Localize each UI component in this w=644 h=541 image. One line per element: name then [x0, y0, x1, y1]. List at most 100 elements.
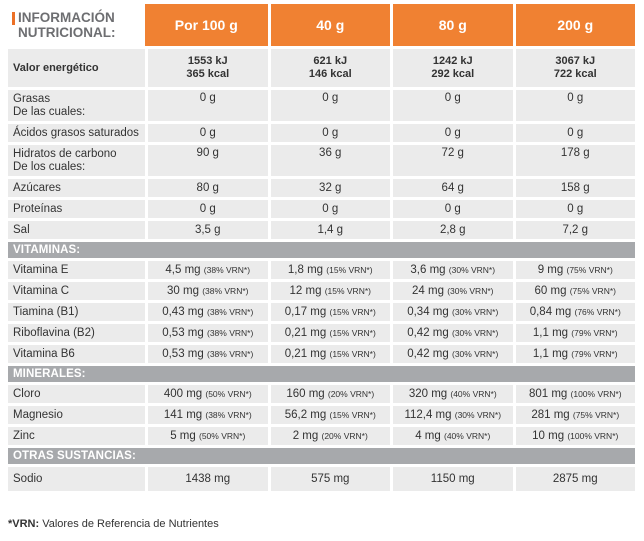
energy-kj: 3067 kJ [555, 55, 596, 67]
table-row: Vitamina C 30 mg (38% VRN*) 12 mg (15% VRN… [8, 279, 635, 300]
row-label: Grasas De las cuales: [8, 87, 145, 121]
amount: 1,8 mg [287, 263, 324, 276]
row-label-line: Sal [13, 223, 30, 236]
nutrition-table: INFORMACIÓN NUTRICIONAL: Por 100 g 40 g 8… [8, 4, 635, 491]
row-label: Vitamina B6 [8, 342, 145, 363]
amount: 0,42 mg [407, 347, 449, 360]
title-accent-bar [12, 12, 15, 25]
row-label: Sodio [8, 464, 145, 491]
row-label-line: Azúcares [13, 181, 61, 194]
table-row: Sal 3,5 g 1,4 g 2,8 g 7,2 g [8, 218, 635, 239]
amount: 1,1 mg [532, 326, 569, 339]
row-label: Riboflavina (B2) [8, 321, 145, 342]
vrn-percent: (75% VRN*) [569, 285, 616, 296]
value-cell: 32 g [267, 176, 390, 197]
vrn-percent: (50% VRN*) [205, 388, 252, 399]
amount: 24 mg [412, 284, 444, 297]
amount: 160 mg [286, 387, 325, 400]
amount: 56,2 mg [284, 408, 327, 421]
row-label-line: Hidratos de carbono [13, 147, 117, 160]
table-row: Riboflavina (B2) 0,53 mg (38% VRN*) 0,21 m… [8, 321, 635, 342]
energy-kcal: 292 kcal [431, 68, 475, 80]
vrn-percent: (30% VRN*) [451, 327, 499, 338]
value-cell: 0 g [267, 197, 390, 218]
footnote-key: *VRN: [8, 518, 40, 530]
value-cell: 30 mg (38% VRN*) [145, 279, 268, 300]
amount: 801 mg [528, 387, 568, 400]
value-cell: 80 g [145, 176, 268, 197]
value-cell: 0 g [145, 87, 268, 121]
vrn-percent: (40% VRN*) [450, 388, 497, 399]
vrn-percent: (50% VRN*) [198, 430, 246, 441]
amount: 0,43 mg [162, 305, 204, 318]
row-label-line: Ácidos grasos saturados [13, 126, 139, 139]
vrn-percent: (38% VRN*) [206, 306, 254, 317]
section-others: OTRAS SUSTANCIAS: [8, 445, 635, 464]
amount: 60 mg [534, 284, 567, 297]
value-cell: 1438 mg [145, 464, 268, 491]
value-cell: 12 mg (15% VRN*) [267, 279, 390, 300]
amount: 4,5 mg [165, 263, 201, 276]
amount: 10 mg [532, 429, 565, 442]
value-cell: 7,2 g [512, 218, 635, 239]
value-cell: 2875 mg [512, 464, 635, 491]
value-cell: 0 g [145, 121, 268, 142]
table-row: Hidratos de carbono De los cuales: 90 g 36 … [8, 142, 635, 176]
energy-kcal: 722 kcal [553, 68, 597, 80]
section-vitamins: VITAMINAS: [8, 239, 635, 258]
title-line-1: INFORMACIÓN [18, 10, 115, 25]
value-cell: 0,21 mg (15% VRN*) [267, 342, 390, 363]
amount: 5 mg [170, 429, 196, 442]
amount: 0,42 mg [407, 326, 449, 339]
value-cell: 10 mg (100% VRN*) [512, 424, 635, 445]
value-cell: 24 mg (30% VRN*) [390, 279, 513, 300]
energy-kj: 1553 kJ [187, 55, 228, 67]
row-label: Hidratos de carbono De los cuales: [8, 142, 145, 176]
value-cell: 0 g [390, 121, 513, 142]
table-row: Cloro 400 mg (50% VRN*) 160 mg (20% VRN*) 3… [8, 382, 635, 403]
value-cell: 0,21 mg (15% VRN*) [267, 321, 390, 342]
vrn-percent: (38% VRN*) [206, 348, 254, 359]
vrn-percent: (76% VRN*) [574, 306, 621, 317]
vrn-percent: (15% VRN*) [326, 264, 373, 275]
value-cell: 0 g [145, 197, 268, 218]
table-row: Tiamina (B1) 0,43 mg (38% VRN*) 0,17 mg (1… [8, 300, 635, 321]
row-label-line: De las cuales: [13, 105, 86, 118]
vrn-percent: (100% VRN*) [567, 430, 619, 441]
value-cell: 0,43 mg (38% VRN*) [145, 300, 268, 321]
value-cell: 2,8 g [390, 218, 513, 239]
value-cell: 4 mg (40% VRN*) [390, 424, 513, 445]
table-row: Zinc 5 mg (50% VRN*) 2 mg (20% VRN*) 4 mg (… [8, 424, 635, 445]
header-row: INFORMACIÓN NUTRICIONAL: Por 100 g 40 g 8… [8, 4, 635, 46]
value-cell: 112,4 mg (30% VRN*) [390, 403, 513, 424]
value-cell: 72 g [390, 142, 513, 176]
value-cell: 0,53 mg (38% VRN*) [145, 342, 268, 363]
value-cell: 36 g [267, 142, 390, 176]
amount: 141 mg [163, 408, 203, 421]
column-header-per-100g: Por 100 g [145, 4, 268, 46]
value-cell: 1,1 mg (79% VRN*) [512, 342, 635, 363]
energy-cell: 621 kJ 146 kcal [267, 46, 390, 87]
amount: 1,1 mg [532, 347, 569, 360]
amount: 0,17 mg [284, 305, 327, 318]
table-row: Sodio 1438 mg 575 mg 1150 mg 2875 mg [8, 464, 635, 491]
value-cell: 178 g [512, 142, 635, 176]
column-header-40g: 40 g [267, 4, 390, 46]
value-cell: 0,34 mg (30% VRN*) [390, 300, 513, 321]
vrn-percent: (15% VRN*) [324, 285, 371, 296]
value-cell: 0,84 mg (76% VRN*) [512, 300, 635, 321]
row-label: Sal [8, 218, 145, 239]
vrn-percent: (30% VRN*) [448, 264, 496, 275]
row-label: Proteínas [8, 197, 145, 218]
vrn-percent: (15% VRN*) [329, 306, 376, 317]
footnote-text: Valores de Referencia de Nutrientes [39, 518, 219, 530]
vrn-percent: (75% VRN*) [566, 264, 613, 275]
energy-cell: 1242 kJ 292 kcal [390, 46, 513, 87]
value-cell: 575 mg [267, 464, 390, 491]
row-label: Valor energético [8, 46, 145, 87]
amount: 281 mg [531, 408, 570, 421]
column-header-200g: 200 g [512, 4, 635, 46]
vrn-percent: (30% VRN*) [454, 409, 502, 420]
